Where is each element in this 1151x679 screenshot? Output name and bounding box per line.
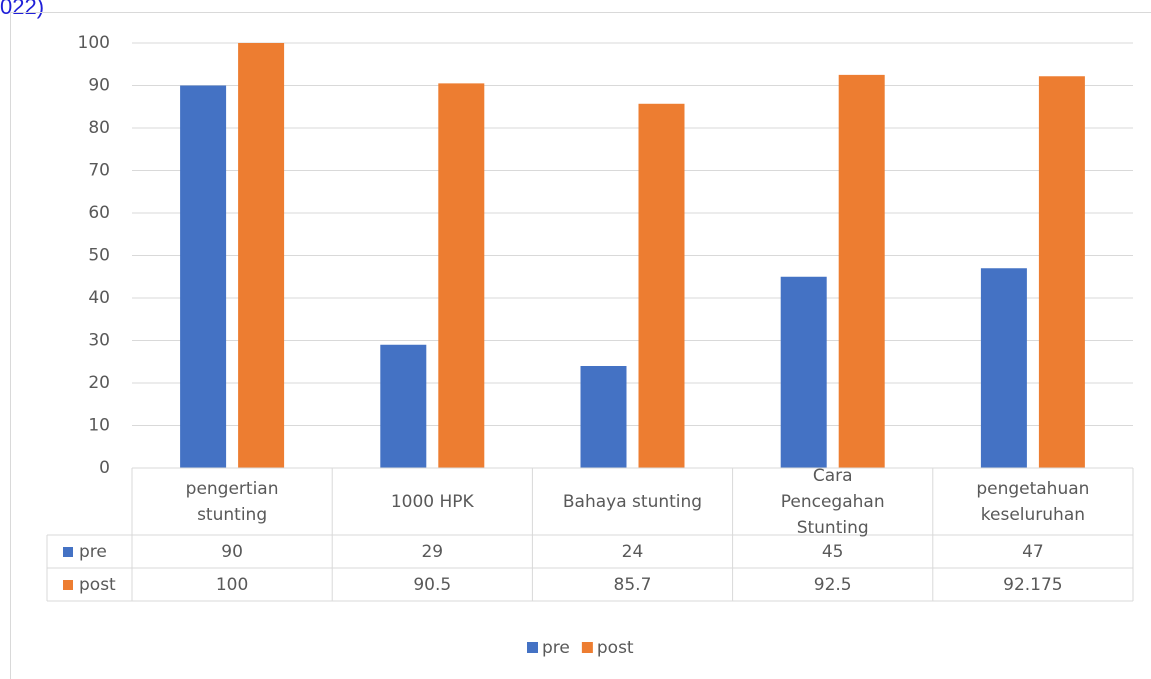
chart-border: [10, 12, 1151, 679]
y-tick-label: 70: [88, 161, 110, 181]
legend-swatch: [63, 546, 73, 557]
bar: [180, 85, 227, 468]
table-series-key: post: [47, 568, 132, 601]
table-value: 90: [221, 541, 243, 562]
legend-swatch: [63, 579, 73, 590]
y-tick-label: 40: [88, 288, 110, 308]
bar: [580, 366, 627, 468]
table-category: Bahaya stunting: [562, 491, 703, 512]
y-tick-label: 90: [88, 76, 110, 96]
bar: [838, 74, 885, 468]
table-category: 1000 HPK: [390, 491, 474, 512]
bar: [438, 83, 485, 468]
bar: [638, 103, 685, 469]
y-tick-label: 0: [99, 458, 110, 478]
y-tick-label: 60: [88, 203, 110, 223]
table-value: 45: [821, 541, 844, 562]
legend-label: post: [597, 638, 634, 658]
legend-label: pre: [542, 638, 570, 658]
caption-fragment: 022): [0, 0, 45, 19]
bar: [780, 276, 827, 468]
table-value: 90.5: [413, 574, 452, 595]
table-category: pengetahuan keseluruhan: [976, 478, 1090, 525]
y-tick-label: 50: [88, 246, 110, 266]
bar: [380, 344, 427, 468]
table-value: 24: [621, 541, 644, 562]
table-series-name: pre: [79, 541, 107, 562]
table-value: 92.175: [1003, 574, 1063, 595]
table-category: Cara Pencegahan Stunting: [780, 465, 885, 538]
bar: [980, 268, 1027, 468]
bar: [1038, 76, 1085, 468]
legend-swatch: [581, 642, 593, 653]
y-tick-label: 10: [88, 416, 110, 436]
table-series-key: pre: [47, 535, 132, 568]
y-tick-label: 20: [88, 373, 110, 393]
table-value: 92.5: [813, 574, 852, 595]
y-tick-label: 80: [88, 118, 110, 138]
table-category: pengertian stunting: [185, 478, 279, 525]
table-value: 29: [421, 541, 444, 562]
y-tick-label: 30: [88, 331, 110, 351]
bar: [238, 43, 285, 468]
legend-swatch: [527, 642, 538, 653]
y-tick-label: 100: [78, 33, 110, 53]
table-series-name: post: [79, 574, 116, 595]
table-value: 100: [215, 574, 249, 595]
table-value: 47: [1022, 541, 1044, 562]
table-value: 85.7: [613, 574, 652, 595]
